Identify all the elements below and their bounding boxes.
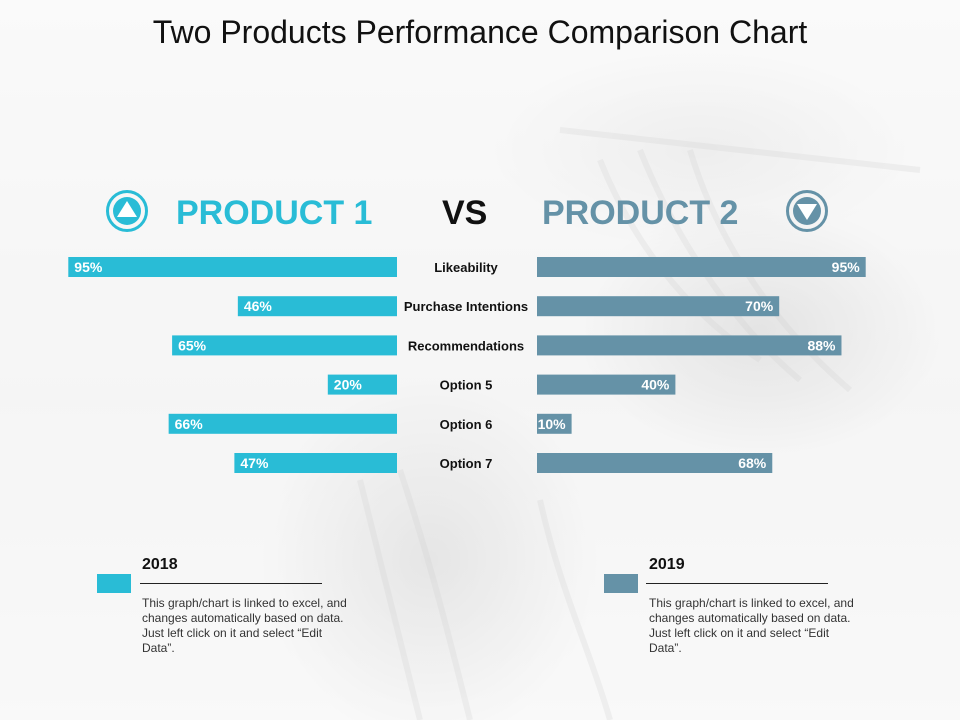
legend-divider-2018 (140, 583, 322, 584)
data-label-product1: 46% (244, 298, 273, 314)
category-label: Recommendations (408, 338, 524, 353)
bar-product1 (172, 335, 397, 356)
legend-description-2019: This graph/chart is linked to excel, and… (649, 596, 854, 655)
legend-swatch-2018 (97, 574, 131, 593)
legend-divider-2019 (646, 583, 828, 584)
data-label-product1: 65% (178, 337, 207, 353)
data-label-product2: 68% (738, 455, 767, 471)
data-label-product2: 95% (832, 259, 861, 275)
bar-product1 (234, 453, 397, 473)
down-triangle-circle-icon (786, 190, 828, 232)
bar-product2 (537, 335, 842, 356)
data-label-product1: 47% (240, 455, 269, 471)
bar-product2 (537, 296, 780, 317)
bar-product1 (68, 257, 398, 277)
bar-product2 (537, 257, 866, 277)
bar-product2 (537, 453, 773, 473)
data-label-product2: 70% (745, 298, 774, 314)
legend-swatch-2019 (604, 574, 638, 593)
product-1-heading: PRODUCT 1 (176, 194, 373, 232)
bar-product1 (168, 413, 397, 434)
category-label: Likeability (434, 260, 498, 275)
category-label: Purchase Intentions (404, 299, 528, 314)
data-label-product2: 10% (538, 416, 567, 432)
category-label: Option 6 (440, 417, 493, 432)
data-label-product1: 20% (334, 377, 363, 393)
legend-description-2018: This graph/chart is linked to excel, and… (142, 596, 347, 655)
product-2-heading: PRODUCT 2 (542, 194, 739, 232)
bar-product1 (327, 374, 397, 395)
data-label-product2: 88% (807, 337, 836, 353)
page-title: Two Products Performance Comparison Char… (152, 14, 808, 50)
bar-product1 (237, 296, 397, 317)
up-triangle-circle-icon (106, 190, 148, 232)
data-label-product1: 95% (74, 259, 103, 275)
bar-product2 (537, 374, 676, 395)
vs-label: VS (442, 194, 488, 232)
bar-product2 (537, 413, 572, 434)
legend-year-2019: 2019 (649, 556, 685, 573)
category-label: Option 7 (440, 456, 493, 471)
category-label: Option 5 (440, 378, 493, 393)
legend-year-2018: 2018 (142, 556, 178, 573)
data-label-product1: 66% (175, 416, 204, 432)
data-label-product2: 40% (641, 377, 670, 393)
